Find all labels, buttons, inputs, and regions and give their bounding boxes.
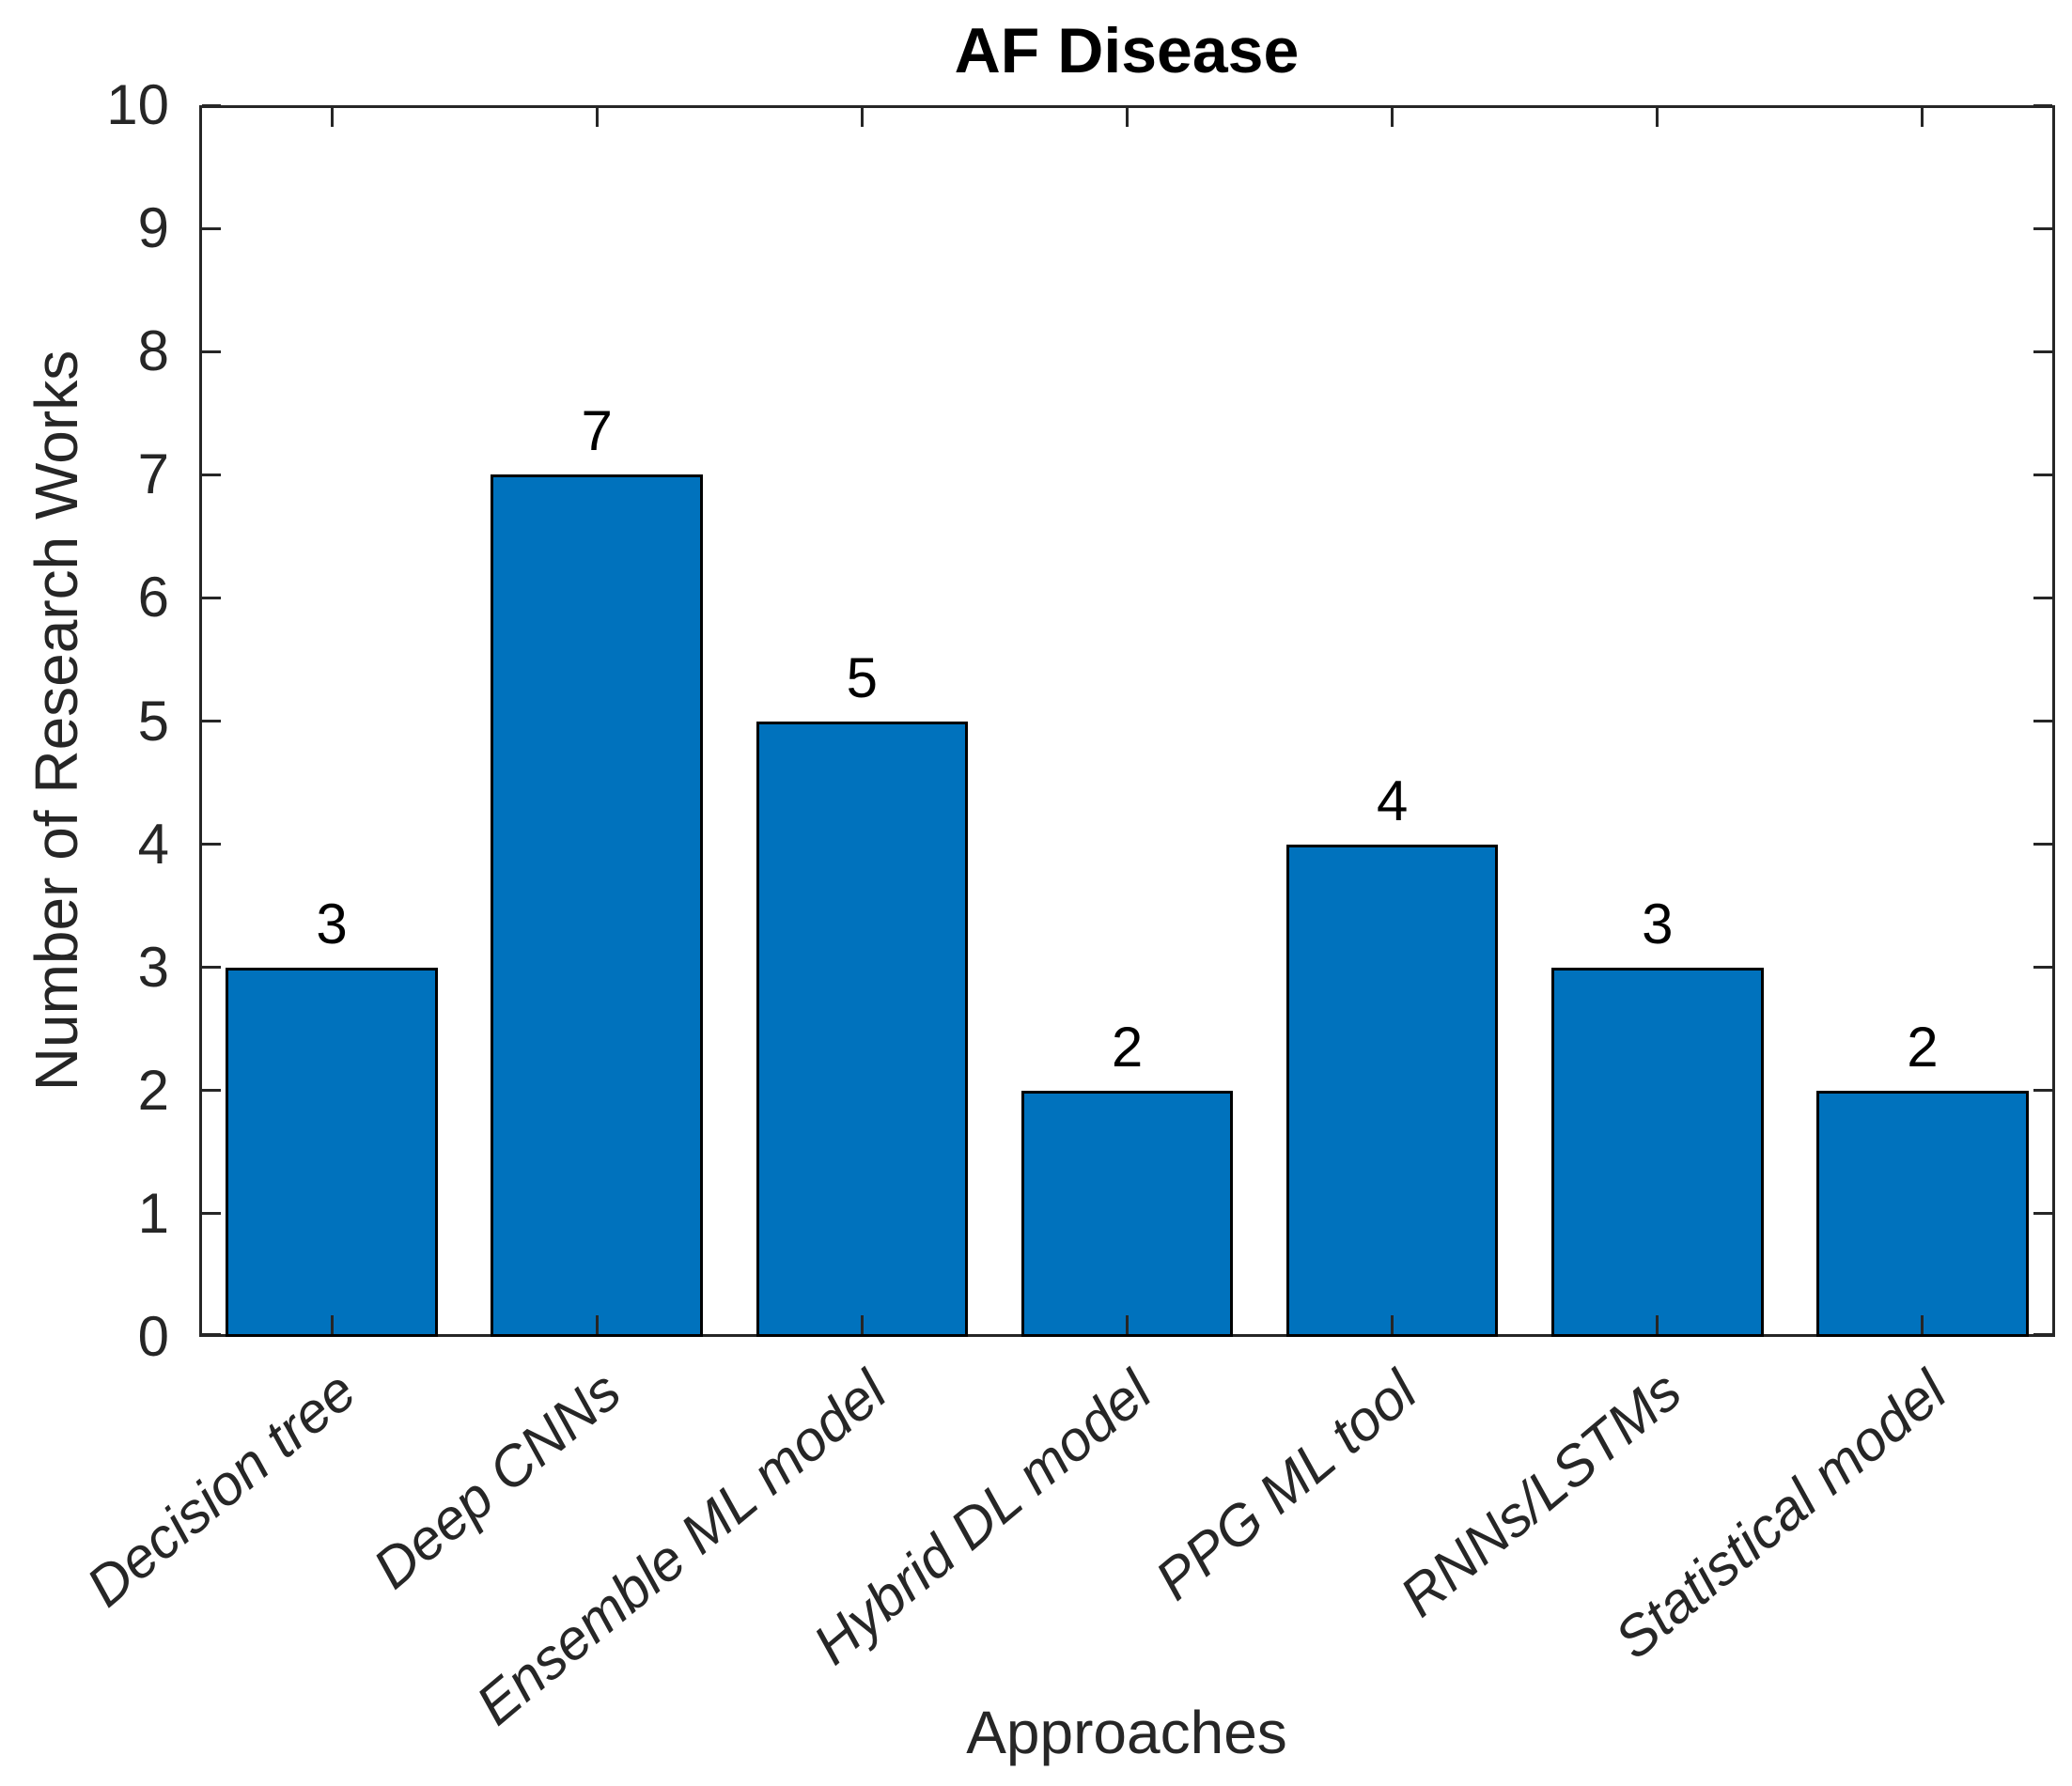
- x-tick-label: Decision tree: [74, 1359, 367, 1619]
- y-axis-label: Number of Research Works: [23, 349, 90, 1092]
- x-tick-label: PPG ML tool: [1143, 1359, 1428, 1612]
- x-axis-label: Approaches: [966, 1699, 1287, 1766]
- x-tick-label: Deep CNNs: [361, 1359, 632, 1601]
- x-tick-label: Statistical model: [1602, 1359, 1958, 1671]
- y-tick-label: 0: [137, 1305, 169, 1368]
- x-tick-label: Hybrid DL model: [801, 1359, 1163, 1677]
- chart-title: AF Disease: [954, 15, 1300, 86]
- x-tick-label: Ensemble ML model: [463, 1359, 898, 1737]
- plot-area: [199, 105, 2055, 1337]
- x-tick-label: RNNs/LSTMs: [1388, 1359, 1693, 1629]
- y-tick-label: 10: [106, 73, 169, 136]
